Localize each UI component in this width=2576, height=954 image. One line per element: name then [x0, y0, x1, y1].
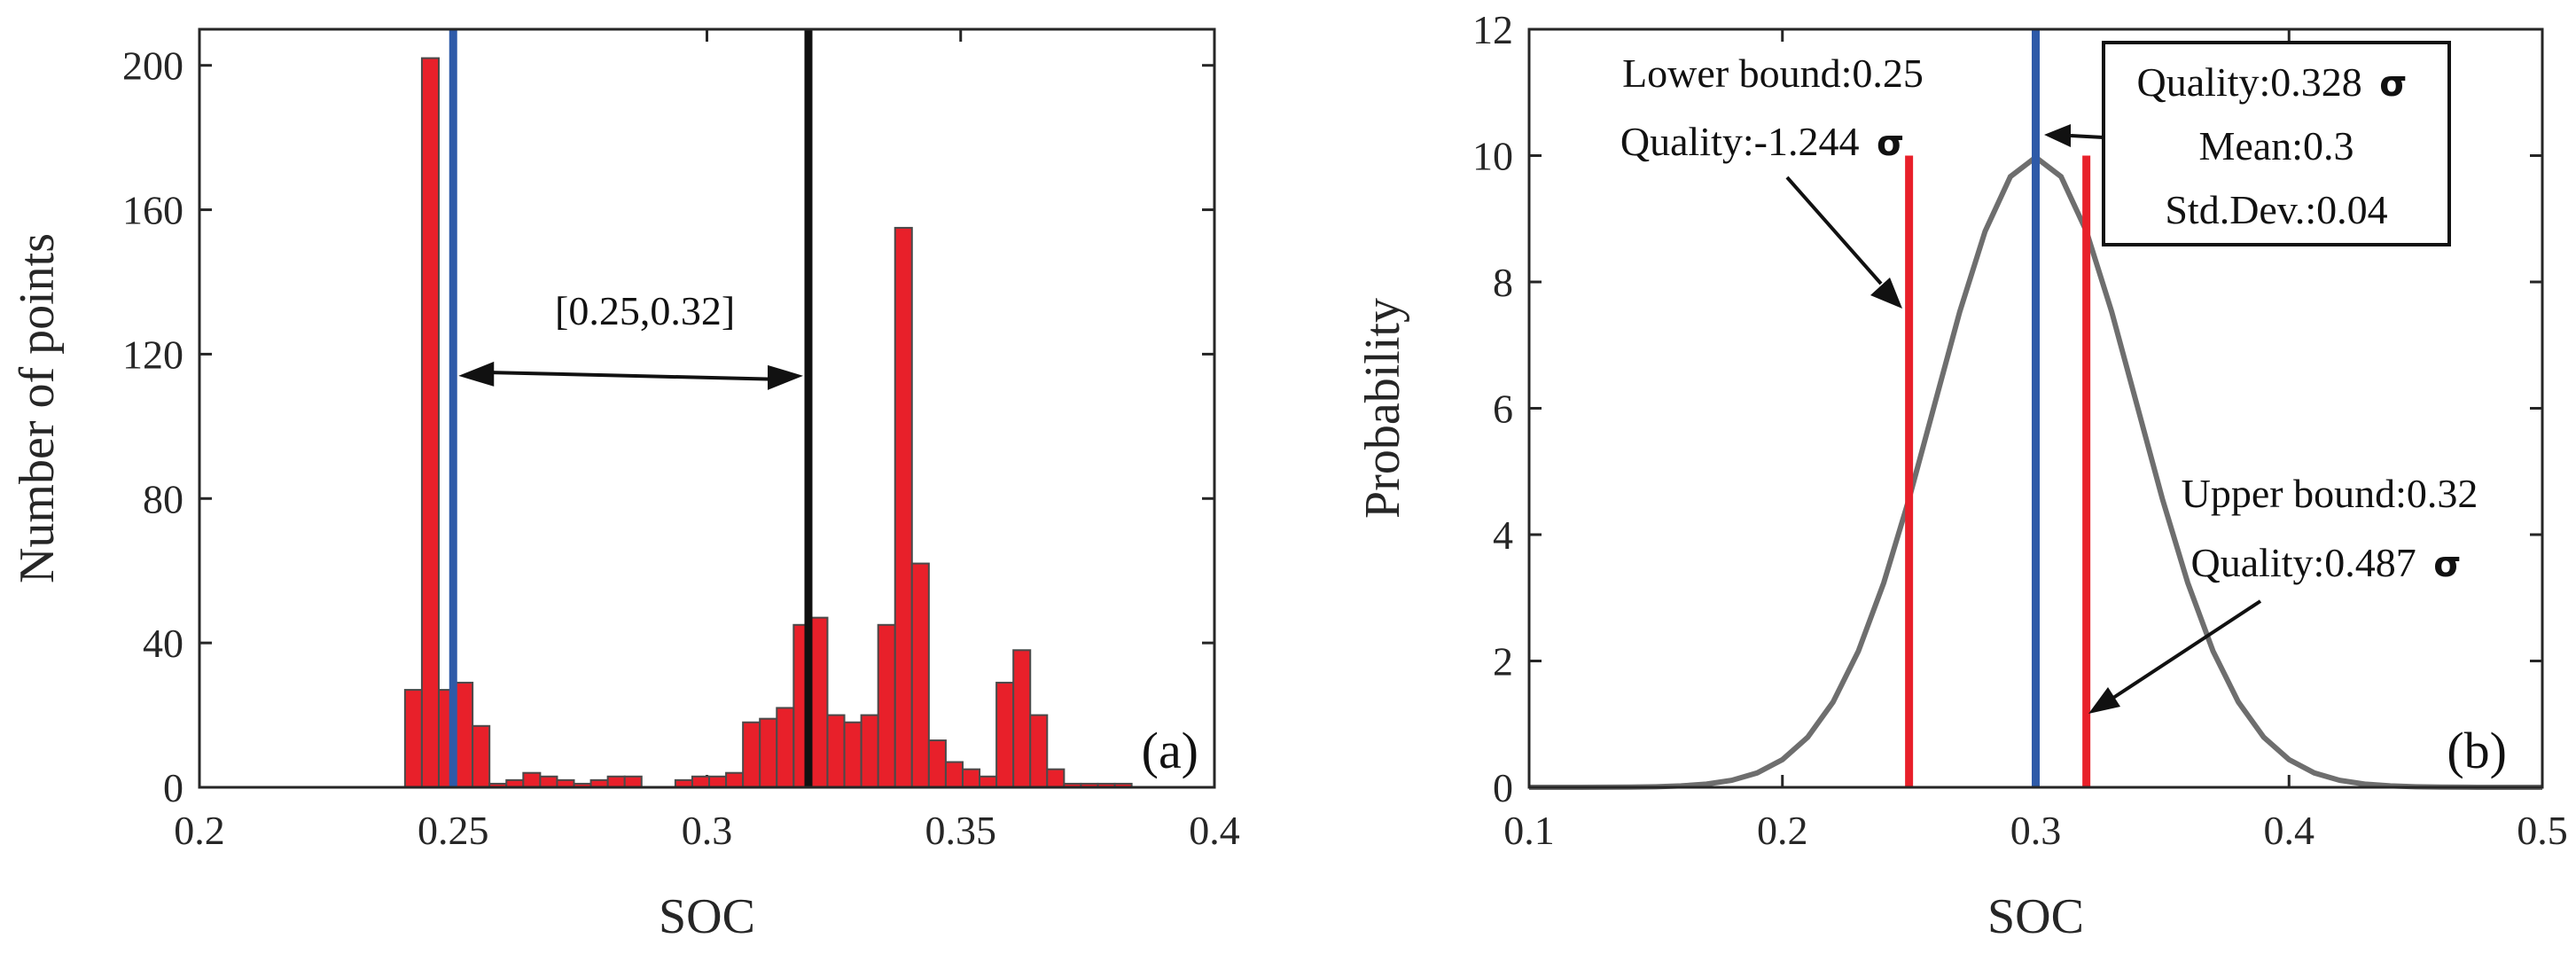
sigma-symbol: σ: [1877, 123, 1904, 164]
upper-bound-arrow-line: [2112, 599, 2262, 700]
x-tick-label: 0.3: [682, 808, 733, 853]
y-tick-label: 4: [1493, 512, 1513, 558]
chart-a-panel-label: (a): [1142, 722, 1198, 779]
histogram-bar: [927, 739, 947, 788]
y-tick-label: 0: [1493, 765, 1513, 810]
chart-a-interval-annotation: [0.25,0.32]: [458, 288, 803, 390]
chart-a-x-ticks: 0.2 0.25 0.3 0.35 0.4: [174, 29, 1240, 853]
statistics-box-frame: [2102, 41, 2451, 246]
histogram-bar: [944, 761, 964, 788]
x-tick-label: 0.25: [418, 808, 489, 853]
histogram-bar: [860, 714, 879, 788]
chart-a-histogram-bars: [403, 57, 1133, 789]
y-tick-label: 200: [122, 43, 183, 89]
lower-bound-arrowhead: [1870, 278, 1902, 309]
x-tick-label: 0.3: [2010, 808, 2062, 853]
sigma-symbol: σ: [2433, 544, 2461, 585]
interval-arrow-line: [481, 370, 781, 381]
box-std-label: Std.Dev.:0.04: [2165, 187, 2387, 232]
histogram-bar: [979, 775, 998, 788]
histogram-bar: [455, 681, 474, 789]
histogram-bar: [809, 616, 829, 789]
y-tick-label: 80: [143, 476, 183, 521]
upper-bound-annotation: Upper bound:0.32 Quality:0.487 σ: [2088, 471, 2478, 714]
histogram-bar: [894, 226, 913, 788]
box-arrow-line: [2070, 134, 2104, 139]
histogram-bar: [759, 717, 778, 789]
x-tick-label: 0.35: [925, 808, 997, 853]
histogram-bar: [843, 721, 863, 789]
y-tick-label: 120: [122, 332, 183, 377]
chart-a-y-axis-label: Number of points: [10, 233, 65, 583]
chart-b-x-axis-label: SOC: [1987, 889, 2084, 944]
y-tick-label: 2: [1493, 639, 1513, 684]
upper-bound-arrowhead: [2088, 687, 2120, 714]
chart-a-y-ticks: 0 40 80 120 160 200: [122, 43, 1214, 810]
box-quality-value: Quality:0.328: [2137, 59, 2362, 105]
histogram-bar: [708, 775, 728, 788]
y-tick-label: 160: [122, 188, 183, 233]
histogram-bar: [877, 623, 896, 788]
box-arrowhead: [2044, 124, 2071, 147]
histogram-bar: [910, 562, 930, 788]
histogram-bar: [1029, 714, 1049, 788]
histogram-bar: [742, 721, 761, 789]
y-tick-label: 0: [163, 765, 183, 810]
y-tick-label: 40: [143, 621, 183, 666]
histogram-bar: [403, 689, 423, 788]
box-quality-label: Quality:0.328 σ: [2137, 59, 2408, 105]
y-tick-label: 6: [1493, 387, 1513, 432]
chart-b: 0 2 4 6 8 10 12 0.1 0.2 0.3 0.4 0.5 Lower bound:0.…: [1355, 7, 2568, 944]
histogram-bar: [776, 707, 795, 789]
chart-b-y-axis-label: Probability: [1355, 298, 1410, 519]
x-tick-label: 0.4: [1189, 808, 1240, 853]
histogram-bar: [725, 771, 745, 789]
x-tick-label: 0.4: [2264, 808, 2315, 853]
box-mean-label: Mean:0.3: [2198, 123, 2354, 168]
chart-b-x-ticks: 0.1 0.2 0.3 0.4 0.5: [1503, 29, 2568, 853]
statistics-box: Quality:0.328 σ Mean:0.3 Std.Dev.:0.04: [2044, 41, 2451, 246]
histogram-bar: [995, 681, 1015, 789]
histogram-bar: [1046, 768, 1066, 789]
interval-label: [0.25,0.32]: [555, 288, 735, 333]
upper-quality-value: Quality:0.487: [2191, 540, 2416, 585]
histogram-bar: [539, 775, 558, 788]
x-tick-label: 0.1: [1503, 808, 1555, 853]
sigma-symbol: σ: [2379, 64, 2407, 105]
histogram-bar: [522, 771, 542, 789]
chart-a-vertical-lines: [449, 29, 813, 787]
histogram-bar: [961, 768, 981, 789]
y-tick-label: 12: [1472, 7, 1513, 52]
chart-b-frame: [1527, 27, 2544, 789]
x-tick-label: 0.5: [2517, 808, 2568, 853]
lower-quality-label: Quality:-1.244 σ: [1620, 119, 1904, 164]
histogram-bar: [623, 775, 643, 788]
upper-bound-label: Upper bound:0.32: [2182, 471, 2478, 516]
lower-quality-value: Quality:-1.244: [1620, 119, 1860, 164]
x-tick-label: 0.2: [1757, 808, 1808, 853]
y-tick-label: 10: [1472, 134, 1513, 179]
lower-bound-annotation: Lower bound:0.25 Quality:-1.244 σ: [1620, 51, 1924, 309]
upper-quality-label: Quality:0.487 σ: [2191, 540, 2462, 585]
chart-a: 0 40 80 120 160 200 0.2 0.25 0.3 0.35 0.4 [0.25,0…: [10, 27, 1240, 944]
histogram-bar: [1012, 649, 1032, 788]
lower-bound-label: Lower bound:0.25: [1622, 51, 1924, 96]
lower-bound-arrow-line: [1785, 176, 1883, 285]
chart-a-x-axis-label: SOC: [659, 889, 755, 944]
chart-a-frame: [198, 27, 1216, 789]
histogram-bar: [691, 775, 711, 788]
interval-arrowhead-right: [768, 364, 803, 390]
histogram-bar: [472, 724, 491, 788]
interval-arrowhead-left: [458, 361, 495, 387]
histogram-bar: [606, 775, 626, 788]
chart-b-vertical-lines: [1905, 29, 2091, 787]
histogram-bar: [826, 714, 846, 788]
histogram-bar: [420, 57, 440, 789]
chart-b-panel-label: (b): [2447, 722, 2507, 779]
y-tick-label: 8: [1493, 260, 1513, 305]
x-tick-label: 0.2: [174, 808, 225, 853]
